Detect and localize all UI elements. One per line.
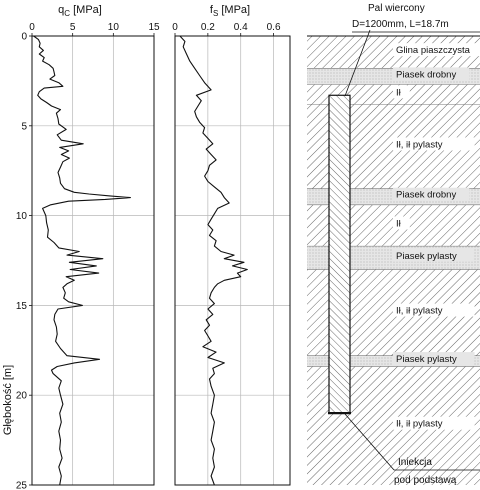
layer-label-bg: [393, 67, 470, 81]
fs-chart: 0 0.2 0.4 0.6 fS [MPa]: [172, 4, 291, 486]
series-line: [179, 35, 248, 486]
fs-x-title: fS [MPa]: [210, 4, 250, 18]
qc-x-title-main: q: [58, 4, 64, 16]
layer-label: Ił: [396, 218, 402, 229]
pile-label-line1: Pal wiercony: [368, 3, 425, 14]
qc-x-title-unit: [MPa]: [70, 4, 102, 16]
qc-x-title: qC [MPa]: [58, 4, 102, 18]
fs-grid: [175, 36, 290, 485]
x-tick-label: 0: [29, 22, 35, 33]
layer-label-bg: [393, 43, 480, 57]
series-line: [33, 35, 131, 486]
layer-label: Ił, ił pylasty: [396, 139, 443, 150]
qc-series-group: [33, 35, 131, 486]
y-tick-label: 10: [16, 211, 28, 222]
base-label-line1: Iniekcja: [398, 457, 432, 468]
pile: [328, 94, 351, 415]
base-label-line2: pod podstawą: [394, 475, 457, 486]
layer-label-bg: [393, 216, 410, 230]
soil-profile: Glina piaszczysta Piasek drobny Ił Ił, ił p…: [307, 3, 480, 486]
y-tick-label: 5: [21, 121, 27, 132]
layer-label: Piasek drobny: [396, 190, 456, 201]
y-axis-title: Głębokość [m]: [2, 365, 14, 435]
qc-x-ticks: 0 5 10 15: [29, 22, 160, 36]
qc-grid: [32, 36, 154, 485]
y-tick-label: 25: [16, 481, 28, 490]
x-tick-label: 15: [148, 22, 160, 33]
layer-label-bg: [393, 416, 475, 430]
fs-series-group: [179, 35, 248, 486]
y-tick-label: 15: [16, 301, 28, 312]
layer-label-bg: [393, 85, 410, 99]
x-tick-label: 10: [108, 22, 120, 33]
layer-label: Piasek pylasty: [396, 354, 457, 365]
layer-label: Ił: [396, 87, 402, 98]
x-tick-label: 0.2: [201, 22, 215, 33]
pile-label-leader: [344, 29, 371, 97]
x-tick-label: 0.6: [267, 22, 281, 33]
layer-label: Piasek pylasty: [396, 251, 457, 262]
layer-label-bg: [393, 248, 475, 262]
pile-shaft: [328, 94, 351, 414]
y-tick-label: 20: [16, 391, 28, 402]
layer-label-bg: [393, 303, 475, 317]
layer-label: Glina piaszczysta: [396, 45, 471, 56]
y-tick-label: 0: [21, 32, 27, 43]
fs-x-title-sub: S: [213, 9, 218, 18]
layer-label: Ił, ił pylasty: [396, 306, 443, 317]
layer-label-bg: [393, 352, 475, 366]
pile-label-line2: D=1200mm, L=18.7m: [352, 19, 449, 30]
x-tick-label: 0.4: [234, 22, 248, 33]
fs-x-title-unit: [MPa]: [218, 4, 250, 16]
layer-label: Ił, ił pylasty: [396, 419, 443, 430]
qc-y-ticks: 0 5 10 15 20 25: [16, 32, 32, 490]
qc-x-title-sub: C: [64, 9, 70, 18]
qc-plot-frame: [31, 35, 155, 486]
x-tick-label: 0: [172, 22, 178, 33]
qc-chart: 0 5 10 15 0 5 10 15 20 25 qC [MPa] Głębokość [m]: [2, 4, 160, 490]
x-tick-label: 5: [70, 22, 76, 33]
fs-plot-frame: [174, 35, 291, 486]
layer-label: Piasek drobny: [396, 69, 456, 80]
base-label-leader: [344, 413, 395, 471]
layer-label-bg: [393, 187, 470, 201]
fs-x-title-main: f: [210, 4, 214, 16]
soil-layer-labels: Glina piaszczysta Piasek drobny Ił Ił, ił p…: [393, 43, 480, 430]
fs-x-ticks: 0 0.2 0.4 0.6: [172, 22, 281, 36]
layer-label-bg: [393, 137, 475, 151]
